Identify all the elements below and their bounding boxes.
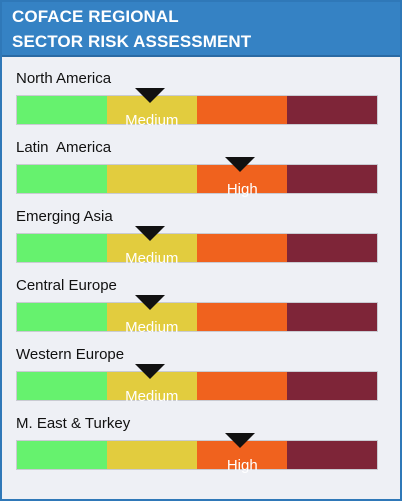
risk-scale-bar — [16, 440, 378, 470]
risk-segment-medium — [107, 165, 197, 193]
region-label: Western Europe — [16, 346, 125, 363]
risk-level-label: High — [226, 457, 258, 474]
risk-segment-very-high — [287, 165, 377, 193]
risk-level-label: Medium — [125, 112, 179, 129]
region-row-emerging-asia: Emerging Asia Medium — [2, 206, 400, 276]
risk-segment-very-high — [287, 441, 377, 469]
region-label: Central Europe — [16, 277, 117, 294]
risk-segment-low — [17, 165, 107, 193]
region-label: Latin America — [16, 139, 112, 156]
risk-level-label: High — [226, 181, 258, 198]
risk-segment-high — [197, 303, 287, 331]
risk-marker-icon — [134, 88, 165, 103]
risk-level-label: Medium — [125, 250, 179, 267]
region-label: Emerging Asia — [16, 208, 113, 225]
risk-segment-very-high — [287, 234, 377, 262]
risk-segment-very-high — [287, 372, 377, 400]
region-row-latin-america: Latin America High — [2, 137, 400, 207]
risk-marker-icon — [134, 364, 165, 379]
risk-scale-bar — [16, 233, 378, 263]
risk-marker-icon — [225, 157, 256, 172]
risk-scale-bar — [16, 164, 378, 194]
risk-segment-very-high — [287, 303, 377, 331]
risk-level-label: Medium — [125, 388, 179, 405]
region-row-north-america: North America Medium — [2, 68, 400, 138]
region-label: North America — [16, 70, 112, 87]
region-row-western-europe: Western Europe Medium — [2, 344, 400, 414]
risk-segment-low — [17, 96, 107, 124]
header-banner: COFACE REGIONAL SECTOR RISK ASSESSMENT — [2, 2, 400, 57]
risk-segment-medium — [107, 441, 197, 469]
risk-segment-low — [17, 303, 107, 331]
risk-segment-low — [17, 441, 107, 469]
region-row-central-europe: Central Europe Medium — [2, 275, 400, 345]
risk-segment-low — [17, 234, 107, 262]
risk-scale-bar — [16, 95, 378, 125]
risk-segment-very-high — [287, 96, 377, 124]
risk-segment-high — [197, 372, 287, 400]
risk-scale-bar — [16, 371, 378, 401]
risk-segment-high — [197, 96, 287, 124]
risk-marker-icon — [134, 226, 165, 241]
risk-segment-low — [17, 372, 107, 400]
title-line-1: COFACE REGIONAL — [12, 7, 179, 26]
region-label: M. East & Turkey — [16, 415, 131, 432]
risk-marker-icon — [134, 295, 165, 310]
risk-segment-high — [197, 234, 287, 262]
region-row-m-east-turkey: M. East & Turkey High — [2, 413, 400, 483]
risk-marker-icon — [225, 433, 256, 448]
risk-level-label: Medium — [125, 319, 179, 336]
risk-scale-bar — [16, 302, 378, 332]
title-line-2: SECTOR RISK ASSESSMENT — [12, 32, 252, 51]
